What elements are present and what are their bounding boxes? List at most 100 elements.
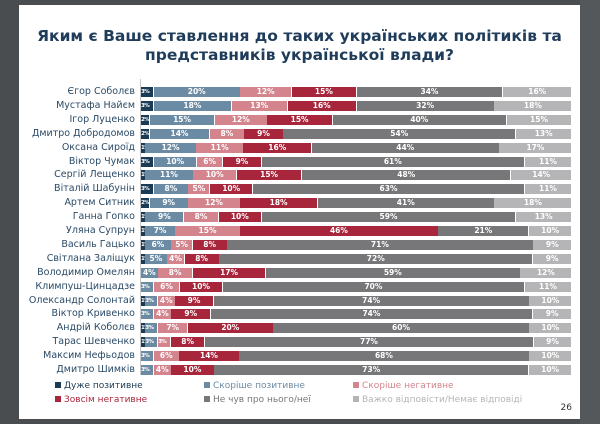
category-label: Артем Ситник: [64, 197, 135, 209]
bar-segment: 1%: [141, 337, 150, 348]
bar-segment: 15%: [506, 114, 572, 125]
bar-segment: 17%: [499, 142, 572, 153]
document-page: Яким є Ваше ставлення до таких українськ…: [19, 5, 580, 419]
bar-segment: 3%: [141, 351, 154, 362]
bar-segment: 18%: [153, 100, 231, 111]
legend-label: Скоріше негативне: [362, 381, 454, 391]
bar-segment: 8%: [184, 212, 218, 223]
bar-segment: 8%: [158, 267, 193, 278]
legend-swatch: [55, 396, 61, 402]
bar-segment: 10%: [179, 281, 223, 292]
legend-swatch: [204, 382, 210, 388]
category-label: Ігор Луценко: [69, 113, 136, 125]
legend-swatch: [353, 396, 359, 402]
bar-segment: 3%: [158, 337, 171, 348]
bar-segment: 77%: [205, 337, 533, 348]
bar-segment: 15%: [267, 114, 332, 125]
bar-segment: 1%: [141, 170, 150, 181]
bar-segment: 16%: [243, 142, 312, 153]
bar-segment: 11%: [524, 156, 572, 167]
legend-item: Важко відповісти/Немає відповіді: [353, 395, 522, 405]
bar-segment: 63%: [253, 184, 524, 195]
bar-segment: 9%: [532, 309, 572, 320]
bar-segment: 6%: [145, 239, 171, 250]
bar-segment: 16%: [503, 87, 572, 97]
bar-segment: 14%: [149, 128, 210, 139]
bar-segment: 9%: [175, 295, 213, 306]
bar-segment: 13%: [515, 212, 572, 223]
bar-segment: 74%: [213, 295, 529, 306]
bar-segment: 9%: [145, 212, 184, 223]
category-label: Андрій Коболєв: [56, 322, 135, 334]
bar-segment: 1%: [141, 323, 150, 334]
legend-label: Дуже позитивне: [64, 381, 143, 391]
bar-segment: 9%: [533, 337, 572, 348]
bar-segment: 3%: [141, 87, 154, 97]
bar-segment: 70%: [222, 281, 524, 292]
bar-segment: 17%: [192, 267, 266, 278]
bar-segment: 10%: [529, 295, 572, 306]
bar-segment: 61%: [261, 156, 524, 167]
legend-swatch: [204, 396, 210, 402]
bar-segment: 1%: [141, 142, 150, 153]
bar-segment: 4%: [141, 267, 158, 278]
bar-segment: 20%: [187, 323, 273, 334]
bar-segment: 18%: [240, 198, 318, 209]
chart-title: Яким є Ваше ставлення до таких українськ…: [19, 27, 580, 65]
bar-segment: 40%: [332, 114, 507, 125]
bar-segment: 4%: [158, 295, 175, 306]
bar-segment: 12%: [145, 142, 196, 153]
bar-segment: 10%: [529, 351, 572, 362]
title-line-2: представників української влади?: [145, 46, 454, 64]
bar-segment: 2%: [141, 128, 150, 139]
bar-segment: 41%: [317, 198, 494, 209]
category-label: Світлана Заліщук: [46, 252, 135, 264]
category-label: Володимир Омелян: [37, 266, 135, 278]
bar-segment: 7%: [145, 226, 175, 236]
category-label: Климпуш-Цинцадзе: [35, 280, 135, 292]
category-label: Тарас Шевченко: [52, 336, 135, 348]
bar-segment: 1%: [141, 212, 150, 223]
bar-segment: 3%: [145, 323, 158, 334]
category-label: Мустафа Найєм: [56, 99, 135, 111]
bar-segment: 8%: [170, 337, 205, 348]
bar-segment: 3%: [141, 156, 154, 167]
bar-segment: 10%: [153, 156, 197, 167]
bar-segment: 8%: [184, 253, 219, 264]
category-label: Сергій Лещенко: [54, 169, 135, 181]
bar-segment: 32%: [356, 100, 494, 111]
stacked-bar-chart: Єгор Соболєв 3% 20% 12% 15% 34% 16% Мустафа Най…: [19, 5, 580, 419]
bar-segment: 3%: [145, 295, 158, 306]
bar-segment: 72%: [219, 253, 533, 264]
category-label: Оксана Сироїд: [61, 141, 135, 153]
bar-segment: 4%: [167, 253, 184, 264]
bar-segment: 5%: [188, 184, 210, 195]
bar-segment: 2%: [141, 198, 150, 209]
bar-segment: 3%: [141, 309, 154, 320]
viewer-scroll-area[interactable]: [580, 0, 600, 424]
category-label: Дмитро Шимків: [56, 364, 135, 375]
bar-segment: 12%: [188, 198, 240, 209]
bar-segment: 59%: [261, 212, 516, 223]
bar-segment: 46%: [240, 226, 438, 236]
category-label: Олександр Солонтай: [28, 294, 135, 306]
bar-segment: 8%: [192, 239, 227, 250]
legend-item: Дуже позитивне: [55, 381, 143, 391]
bar-segment: 34%: [356, 87, 503, 97]
bar-segment: 12%: [240, 87, 292, 97]
bar-segment: 6%: [197, 156, 223, 167]
category-label: Уляна Супрун: [66, 225, 135, 236]
bar-segment: 11%: [196, 142, 243, 153]
bar-segment: 15%: [149, 114, 215, 125]
bar-segment: 2%: [141, 114, 150, 125]
bar-segment: 4%: [154, 309, 171, 320]
legend-item: Скоріше позитивне: [204, 381, 305, 391]
bar-segment: 14%: [179, 351, 239, 362]
bar-segment: 18%: [494, 100, 572, 111]
category-label: Дмитро Добродомов: [31, 127, 135, 139]
legend-item: Не чув про нього/неї: [204, 395, 311, 405]
bar-segment: 1%: [141, 295, 150, 306]
bar-segment: 59%: [265, 267, 520, 278]
bar-segment: 3%: [141, 100, 154, 111]
bar-segment: 3%: [141, 184, 154, 195]
